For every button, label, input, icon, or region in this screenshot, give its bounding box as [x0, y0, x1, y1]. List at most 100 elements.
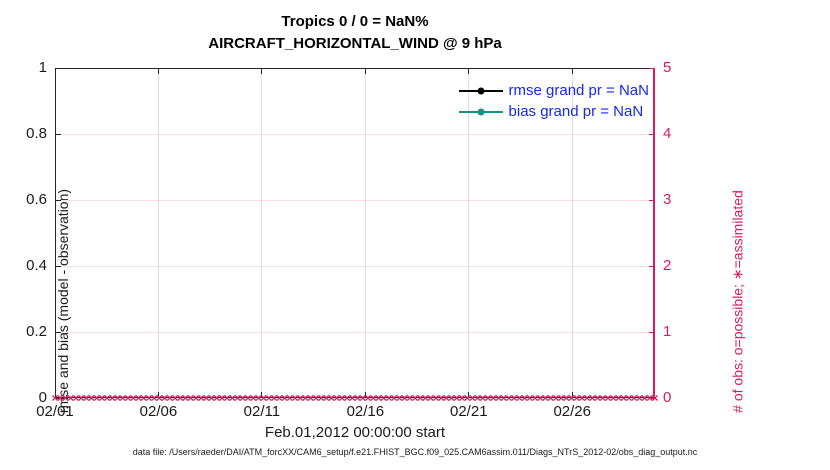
x-axis-tick-top — [261, 68, 263, 74]
assimilated-x-marker: × — [416, 391, 424, 405]
right-axis-tick-label: 0 — [663, 389, 672, 406]
assimilated-x-marker: × — [609, 391, 617, 405]
x-axis-tick-top — [571, 68, 573, 74]
assimilated-x-marker: × — [197, 391, 205, 405]
assimilated-x-marker: × — [322, 391, 330, 405]
x-axis-label: Feb.01,2012 00:00:00 start — [264, 424, 446, 441]
right-axis-tick — [649, 397, 655, 399]
axis-spine-left — [55, 68, 56, 398]
x-axis-tick-label: 02/16 — [346, 403, 385, 420]
left-axis-tick-label: 0 — [38, 389, 47, 406]
assimilated-x-marker: × — [411, 391, 419, 405]
v-gridline — [364, 68, 366, 398]
legend-label-rmse: rmse grand pr = NaN — [508, 82, 649, 99]
assimilated-x-marker: × — [625, 391, 633, 405]
axis-spine-top — [55, 68, 655, 69]
assimilated-x-marker: × — [108, 391, 116, 405]
x-axis-tick-top — [54, 68, 56, 74]
left-axis-tick — [55, 331, 61, 333]
right-axis-tick — [649, 133, 655, 135]
v-gridline — [157, 68, 159, 398]
assimilated-x-marker: × — [98, 391, 106, 405]
right-y-axis-label: # of obs: o=possible; ∗=assimilated — [729, 190, 746, 413]
left-axis-tick-label: 1 — [38, 59, 47, 76]
axis-spine-bottom — [55, 397, 655, 398]
right-axis-tick-label: 3 — [663, 191, 672, 208]
x-axis-tick-top — [364, 68, 366, 74]
assimilated-x-marker: × — [114, 391, 122, 405]
assimilated-x-marker: × — [88, 391, 96, 405]
right-axis-tick-label: 5 — [663, 59, 672, 76]
legend-label-bias: bias grand pr = NaN — [508, 103, 644, 120]
right-axis-tick-label: 2 — [663, 257, 672, 274]
x-axis-tick-top — [157, 68, 159, 74]
assimilated-x-marker: × — [213, 391, 221, 405]
assimilated-x-marker: × — [505, 391, 513, 405]
right-axis-tick — [649, 199, 655, 201]
assimilated-x-marker: × — [531, 391, 539, 405]
assimilated-x-marker: × — [510, 391, 518, 405]
assimilated-x-marker: × — [421, 391, 429, 405]
h-gridline — [55, 133, 655, 135]
assimilated-x-marker: × — [614, 391, 622, 405]
x-axis-tick — [54, 392, 56, 398]
assimilated-x-marker: × — [526, 391, 534, 405]
h-gridline — [55, 265, 655, 267]
assimilated-x-marker: × — [307, 391, 315, 405]
assimilated-x-marker: × — [93, 391, 101, 405]
x-axis-tick — [571, 392, 573, 398]
assimilated-x-marker: × — [401, 391, 409, 405]
x-axis-tick — [468, 392, 470, 398]
assimilated-x-marker: × — [427, 391, 435, 405]
rmse-line-sample — [458, 87, 503, 94]
plot-area: × × × × × × × × × × × × × × × × × × × × × × × × × × × × × × × × × × × × × × × ×… — [26, 59, 745, 420]
x-axis-tick — [157, 392, 159, 398]
legend: rmse grand pr = NaN bias grand pr = NaN — [458, 80, 649, 122]
left-axis-tick-label: 0.2 — [26, 323, 47, 340]
h-gridline — [55, 331, 655, 333]
assimilated-x-marker: × — [301, 391, 309, 405]
assimilated-x-marker: × — [521, 391, 529, 405]
x-axis-tick — [261, 392, 263, 398]
assimilated-x-marker: × — [202, 391, 210, 405]
left-axis-tick — [55, 397, 61, 399]
x-axis-tick-label: 02/06 — [139, 403, 178, 420]
assimilated-x-marker: × — [208, 391, 216, 405]
assimilated-x-marker: × — [312, 391, 320, 405]
bias-marker-icon — [477, 108, 485, 115]
assimilated-x-marker: × — [103, 391, 111, 405]
v-gridline — [571, 68, 573, 398]
assimilated-x-marker: × — [296, 391, 304, 405]
left-axis-tick-label: 0.4 — [26, 257, 47, 274]
left-axis-tick — [55, 67, 61, 69]
x-axis-tick-top — [468, 68, 470, 74]
left-axis-tick — [55, 133, 61, 135]
assimilated-x-marker: × — [192, 391, 200, 405]
h-gridline — [55, 199, 655, 201]
plot-title-line1: Tropics 0 / 0 = NaN% — [281, 13, 429, 30]
assimilated-x-marker: × — [630, 391, 638, 405]
right-axis-tick-label: 4 — [663, 125, 672, 142]
rmse-marker-icon — [477, 87, 485, 94]
left-axis-tick-label: 0.8 — [26, 125, 47, 142]
assimilated-x-marker: × — [317, 391, 325, 405]
axis-spine-right — [653, 68, 655, 398]
x-axis-tick-label: 02/11 — [243, 403, 281, 420]
left-axis-tick — [55, 199, 61, 201]
left-axis-tick-label: 0.6 — [26, 191, 47, 208]
right-axis-tick — [649, 67, 655, 69]
x-axis-tick-label: 02/26 — [553, 403, 591, 420]
plot-title-line2: AIRCRAFT_HORIZONTAL_WIND @ 9 hPa — [208, 35, 502, 52]
v-gridline — [261, 68, 263, 398]
v-gridline — [468, 68, 470, 398]
data-file-path: data file: /Users/raeder/DAI/ATM_forcXX/… — [132, 447, 698, 457]
x-axis-tick-label: 02/21 — [450, 403, 488, 420]
legend-row-bias: bias grand pr = NaN — [458, 101, 649, 122]
right-axis-tick-label: 1 — [663, 323, 672, 340]
right-axis-tick — [649, 331, 655, 333]
assimilated-x-marker: × — [620, 391, 628, 405]
assimilated-x-marker: × — [218, 391, 226, 405]
bias-line-sample — [458, 108, 503, 115]
right-axis-tick — [649, 265, 655, 267]
